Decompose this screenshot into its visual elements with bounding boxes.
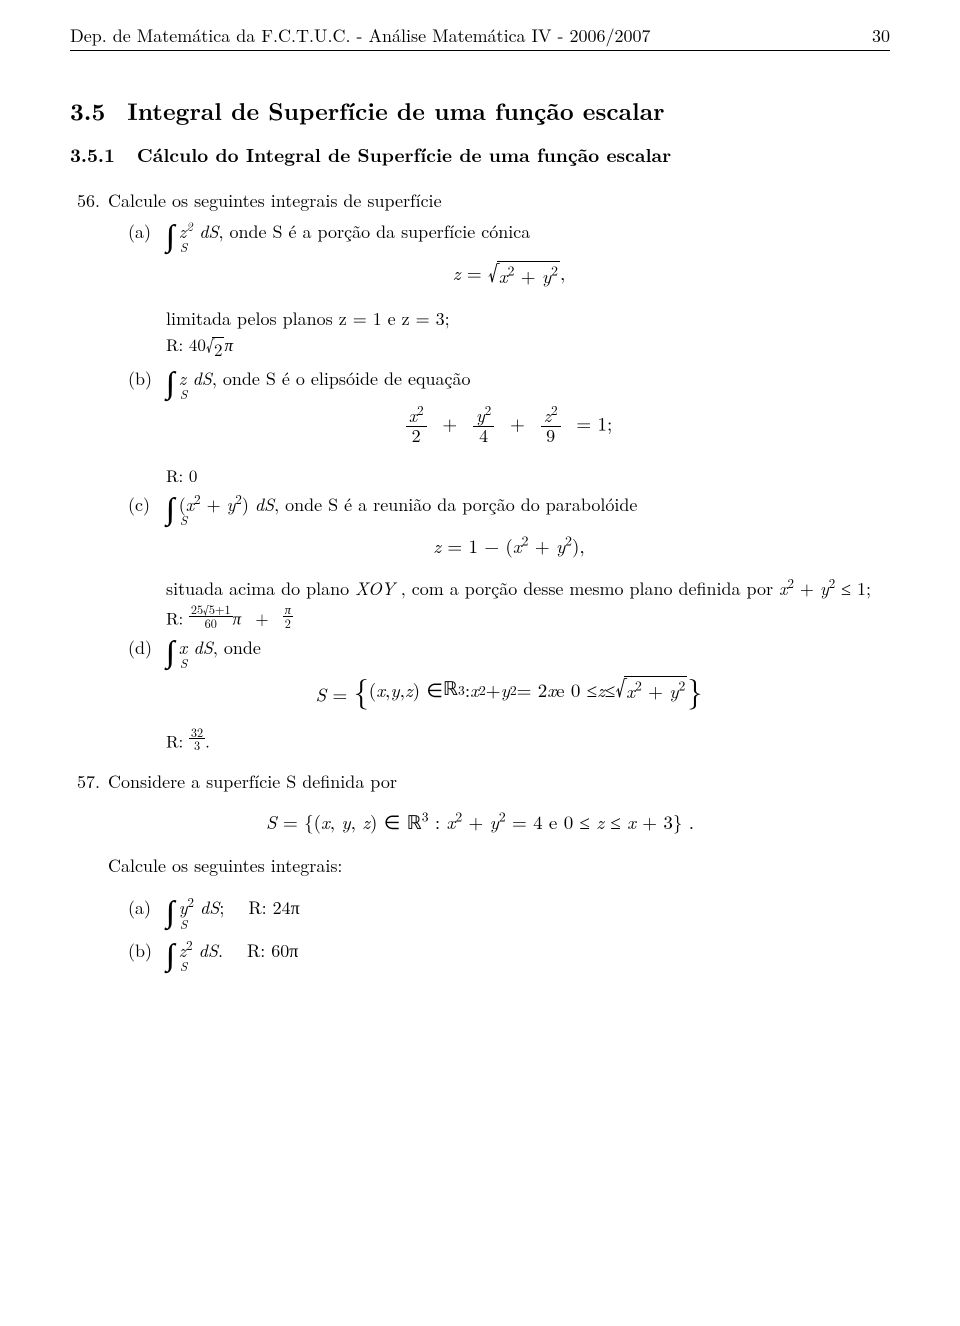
problem-text: Considere a superfície S definida por [108, 770, 397, 794]
item-label: (c) [128, 493, 158, 519]
header-page-number: 30 [872, 24, 890, 48]
situation-56c: situada acima do plano XOY , com a porçã… [166, 577, 890, 601]
answer-56c: R: 25√5+160π + π2 [166, 603, 890, 630]
item-label: (a) [128, 220, 158, 246]
item-label: (b) [128, 939, 158, 965]
problem-57-calc: Calcule os seguintes integrais: [108, 854, 890, 878]
section-title: Integral de Superfície de uma função esc… [127, 95, 664, 127]
item-body: ∫∫S (x2 + y2) dS, onde S é a reunião da … [166, 493, 890, 519]
item-tail: , onde [213, 635, 261, 660]
double-integral-icon: ∫∫S [166, 941, 167, 965]
equation-56d: S = { (x, y, z) ∈ ℝ3 : x2 + y2 = 2x e 0 … [128, 676, 890, 707]
section-number: 3.5 [70, 95, 105, 127]
double-integral-icon: ∫∫S [166, 222, 167, 246]
answer-57b: R: 60π [247, 938, 298, 963]
equation-56b: x22 + y24 + z29 = 1; [128, 407, 890, 446]
item-tail: , onde S é o elipsóide de equação [212, 366, 471, 391]
answer-56b: R: 0 [166, 464, 890, 487]
page: Dep. de Matemática da F.C.T.U.C. - Análi… [0, 0, 960, 1005]
double-integral-icon: ∫∫S [166, 638, 167, 662]
subsection-number: 3.5.1 [70, 142, 115, 168]
problem-number: 56. [70, 189, 100, 213]
item-label: (b) [128, 367, 158, 393]
item-57b: (b) ∫∫S z2 dS. R: 60π [128, 939, 890, 965]
limit-56a: limitada pelos planos z = 1 e z = 3; [166, 307, 890, 331]
item-body: ∫∫S x dS, onde [166, 636, 890, 662]
answer-56d: R: 323. [166, 726, 890, 753]
item-57a: (a) ∫∫S y2 dS; R: 24π [128, 896, 890, 922]
item-tail: , onde S é a porção da superfície cónica [219, 219, 531, 244]
running-header: Dep. de Matemática da F.C.T.U.C. - Análi… [70, 24, 890, 51]
subsection-title: Cálculo do Integral de Superfície de uma… [137, 142, 671, 168]
item-56b: (b) ∫∫S z dS, onde S é o elipsóide de eq… [128, 367, 890, 393]
header-left: Dep. de Matemática da F.C.T.U.C. - Análi… [70, 24, 651, 48]
answer-57a: R: 24π [248, 895, 299, 920]
item-body: ∫∫S z2 dS. R: 60π [166, 939, 890, 965]
item-56d: (d) ∫∫S x dS, onde [128, 636, 890, 662]
item-label: (d) [128, 636, 158, 662]
double-integral-icon: ∫∫S [166, 369, 167, 393]
double-integral-icon: ∫∫S [166, 898, 167, 922]
problem-text: Calcule os seguintes integrais de superf… [108, 189, 442, 213]
item-body: ∫∫S z dS, onde S é o elipsóide de equaçã… [166, 367, 890, 393]
equation-56c: z = 1 − (x2 + y2), [128, 533, 890, 559]
item-body: ∫∫S y2 dS; R: 24π [166, 896, 890, 922]
section-heading: 3.5 Integral de Superfície de uma função… [70, 95, 890, 127]
item-label: (a) [128, 896, 158, 922]
subsection-heading: 3.5.1 Cálculo do Integral de Superfície … [70, 142, 890, 168]
item-body: ∫∫S z2 dS, onde S é a porção da superfíc… [166, 220, 890, 246]
problem-57-items: (a) ∫∫S y2 dS; R: 24π (b) ∫∫S z2 dS. R: … [128, 896, 890, 965]
problem-57: 57. Considere a superfície S definida po… [70, 770, 890, 794]
item-56c: (c) ∫∫S (x2 + y2) dS, onde S é a reunião… [128, 493, 890, 519]
equation-56a: z = √x2 + y2, [128, 260, 890, 289]
problem-number: 57. [70, 770, 100, 794]
item-56a: (a) ∫∫S z2 dS, onde S é a porção da supe… [128, 220, 890, 246]
answer-56a: R: 40√2π [166, 333, 890, 361]
equation-57-set: S = {(x, y, z) ∈ ℝ3 : x2 + y2 = 4 e 0 ≤ … [70, 809, 890, 837]
problem-56-items: (a) ∫∫S z2 dS, onde S é a porção da supe… [128, 220, 890, 753]
double-integral-icon: ∫∫S [166, 495, 167, 519]
problem-56: 56. Calcule os seguintes integrais de su… [70, 189, 890, 213]
item-tail: , onde S é a reunião da porção do parabo… [274, 492, 637, 517]
